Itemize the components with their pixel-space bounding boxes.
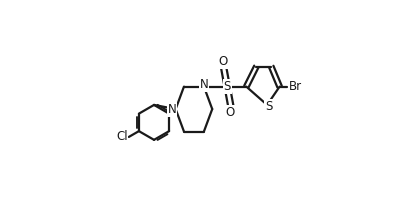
Text: O: O [218, 55, 227, 68]
Text: Cl: Cl [116, 130, 128, 143]
Text: Br: Br [288, 80, 301, 93]
Text: S: S [264, 100, 272, 113]
Text: N: N [199, 78, 208, 91]
Text: S: S [223, 80, 230, 93]
Text: O: O [224, 106, 234, 119]
Text: N: N [167, 103, 176, 116]
